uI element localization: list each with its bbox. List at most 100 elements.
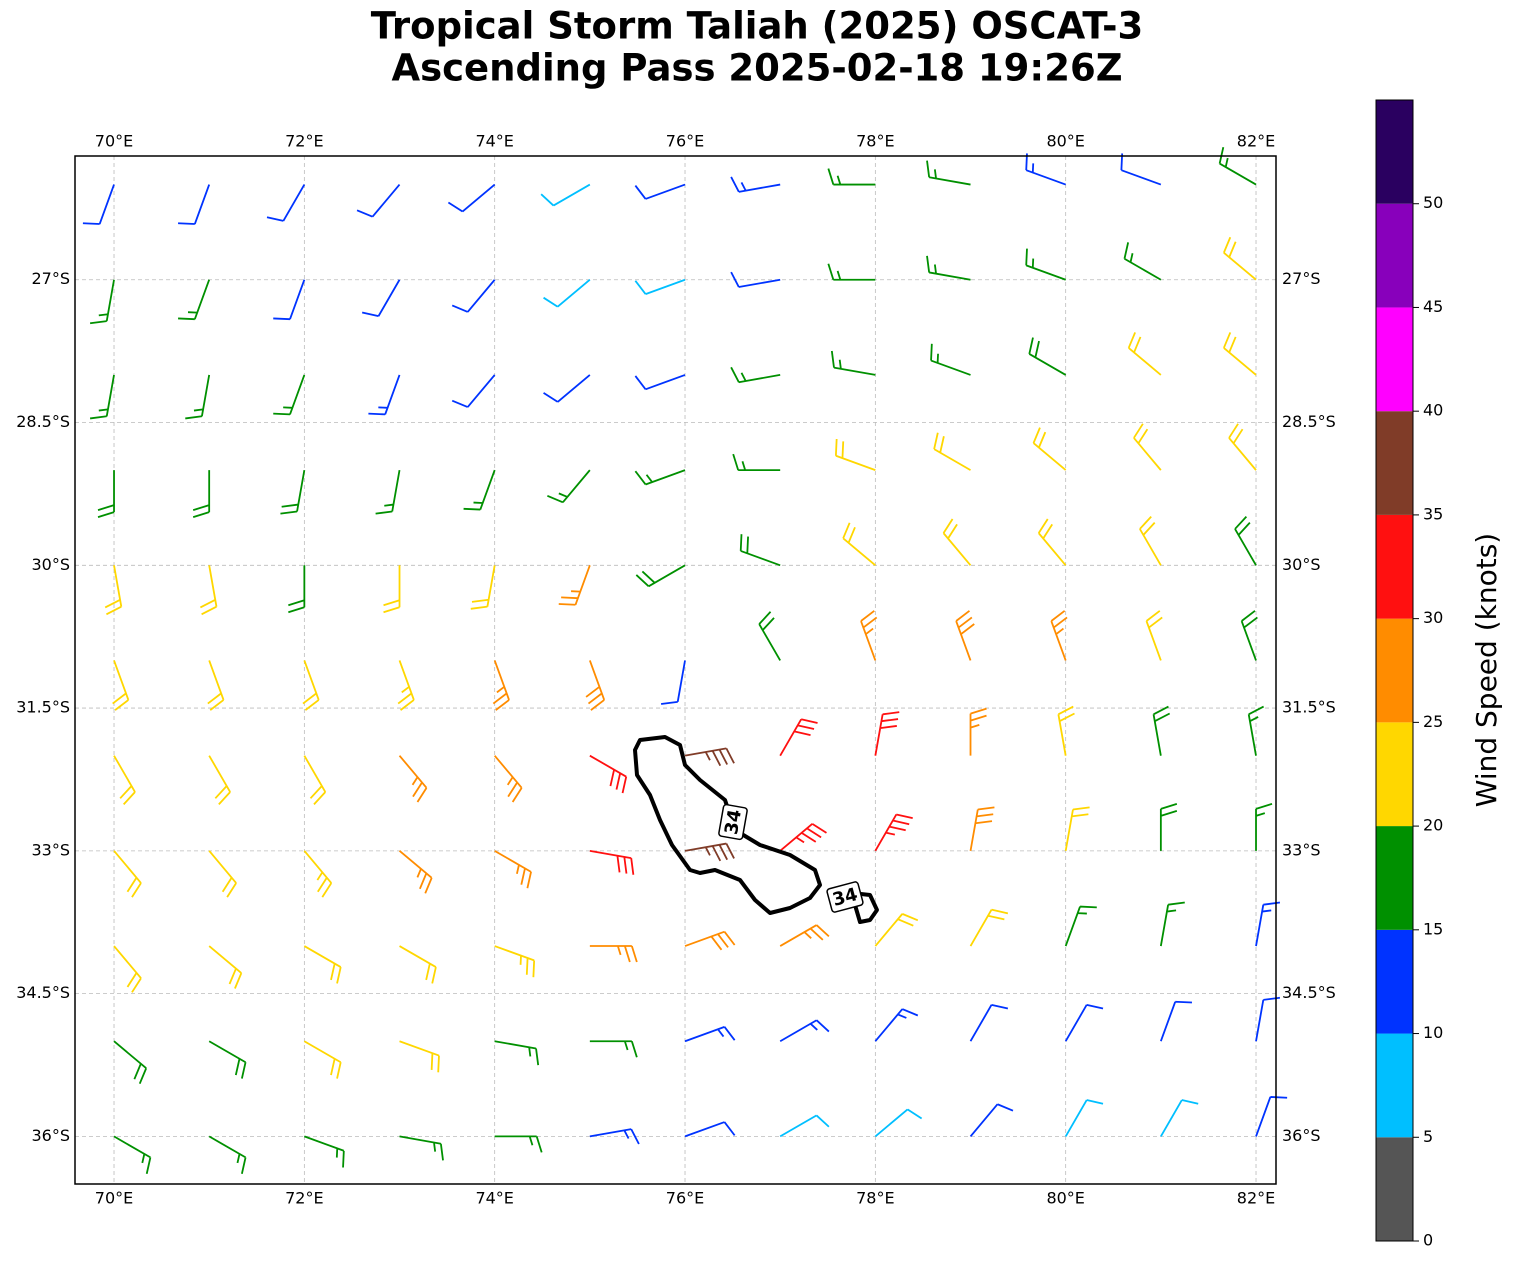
barb-shape	[589, 1128, 640, 1145]
barb-shape	[930, 343, 971, 376]
wind-barb	[874, 813, 913, 852]
barb-shape	[112, 660, 130, 711]
barb-shape	[730, 366, 781, 384]
wind-barb	[730, 176, 781, 193]
wind-barb	[273, 374, 306, 416]
barb-shape	[732, 453, 781, 472]
barb-shape	[969, 707, 987, 756]
x-tick-label: 72°E	[285, 1189, 323, 1208]
wind-barb	[1032, 427, 1067, 471]
wind-barb	[1152, 705, 1171, 756]
barb-shape	[634, 469, 686, 486]
wind-barb	[1123, 242, 1162, 281]
barb-shape	[1234, 515, 1257, 566]
barb-shape	[208, 755, 231, 805]
colorbar-segment	[1376, 514, 1413, 619]
barb-shape	[302, 660, 320, 711]
colorbar-segment	[1376, 929, 1413, 1034]
colorbar-tick-label: 45	[1423, 297, 1443, 316]
wind-barb	[779, 718, 818, 757]
barb-shape	[1160, 1000, 1193, 1042]
wind-barb	[398, 755, 428, 803]
wind-barb	[399, 945, 437, 984]
barb-shape	[1028, 337, 1067, 376]
wind-barb	[834, 438, 876, 471]
wind-barb	[470, 565, 496, 610]
barb-shape	[635, 564, 686, 588]
barb-shape	[273, 279, 306, 321]
barb-shape	[874, 1008, 919, 1042]
barb-shape	[779, 823, 827, 852]
wind-barb	[303, 755, 327, 805]
x-tick-label: 74°E	[475, 1189, 513, 1208]
barb-shape	[634, 183, 686, 200]
wind-barb	[447, 183, 496, 213]
wind-barb	[1228, 423, 1257, 471]
barb-shape	[739, 534, 781, 567]
wind-barb	[192, 470, 211, 518]
wind-barb	[185, 374, 211, 420]
wind-barb	[1037, 518, 1067, 566]
barb-shape	[1064, 1099, 1104, 1137]
barb-shape	[1123, 242, 1162, 281]
barb-shape	[1159, 901, 1185, 947]
x-tick-label: 70°E	[95, 1189, 133, 1208]
wind-barb	[494, 1135, 543, 1153]
barb-shape	[779, 1019, 830, 1042]
barb-shape	[463, 469, 496, 511]
barb-shape	[1064, 806, 1090, 852]
barb-shape	[1228, 423, 1257, 471]
barb-shape	[178, 279, 211, 321]
wind-barb	[1025, 248, 1066, 281]
barb-shape	[399, 1135, 444, 1161]
wind-barb	[933, 432, 971, 471]
barb-shape	[273, 374, 306, 416]
colorbar-tick-label: 15	[1423, 919, 1443, 938]
wind-barb	[1255, 1096, 1288, 1137]
barb-shape	[89, 279, 115, 325]
barb-shape	[874, 813, 913, 852]
wind-barb	[273, 279, 306, 321]
wind-barb	[199, 565, 218, 616]
barb-shape	[399, 1040, 440, 1073]
wind-barb	[660, 660, 686, 705]
barb-shape	[660, 660, 686, 705]
barb-shape	[585, 660, 606, 711]
barb-shape	[779, 718, 818, 757]
wind-barb	[1255, 901, 1281, 947]
barb-shape	[113, 945, 142, 993]
barb-shape	[303, 850, 333, 898]
colorbar-segment	[1376, 826, 1413, 930]
wind-barb	[543, 279, 591, 308]
barb-shape	[113, 755, 136, 805]
wind-barb	[82, 184, 115, 225]
barb-shape	[926, 255, 971, 281]
wind-barb	[1064, 806, 1090, 852]
colorbar-tick-label: 40	[1423, 401, 1443, 420]
wind-barb	[451, 279, 496, 313]
wind-barb	[589, 754, 628, 794]
barb-shape	[1127, 332, 1162, 376]
y-tick-label: 31.5°S	[16, 698, 70, 717]
wind-barb	[969, 806, 995, 852]
barb-shape	[361, 279, 401, 317]
contour-level-label: 34	[721, 808, 746, 836]
wind-barb	[356, 183, 401, 218]
wind-barb	[399, 1040, 440, 1073]
barb-shape	[397, 660, 415, 711]
wind-barb	[304, 1135, 345, 1168]
wind-barb	[361, 279, 401, 317]
barb-shape	[1240, 610, 1258, 661]
wind-barb	[684, 1121, 736, 1138]
wind-barb	[684, 747, 735, 767]
y-tick-label: 33°S	[31, 840, 70, 859]
barb-shape	[1133, 423, 1162, 471]
x-tick-label: 78°E	[856, 132, 894, 151]
barb-shape	[1223, 236, 1257, 281]
wind-barb	[113, 1040, 148, 1085]
x-tick-label: 78°E	[856, 1189, 894, 1208]
wind-barb	[494, 1040, 540, 1066]
barb-shape	[1139, 515, 1162, 566]
wind-barb	[684, 1026, 736, 1043]
wind-barb	[969, 1103, 1014, 1137]
